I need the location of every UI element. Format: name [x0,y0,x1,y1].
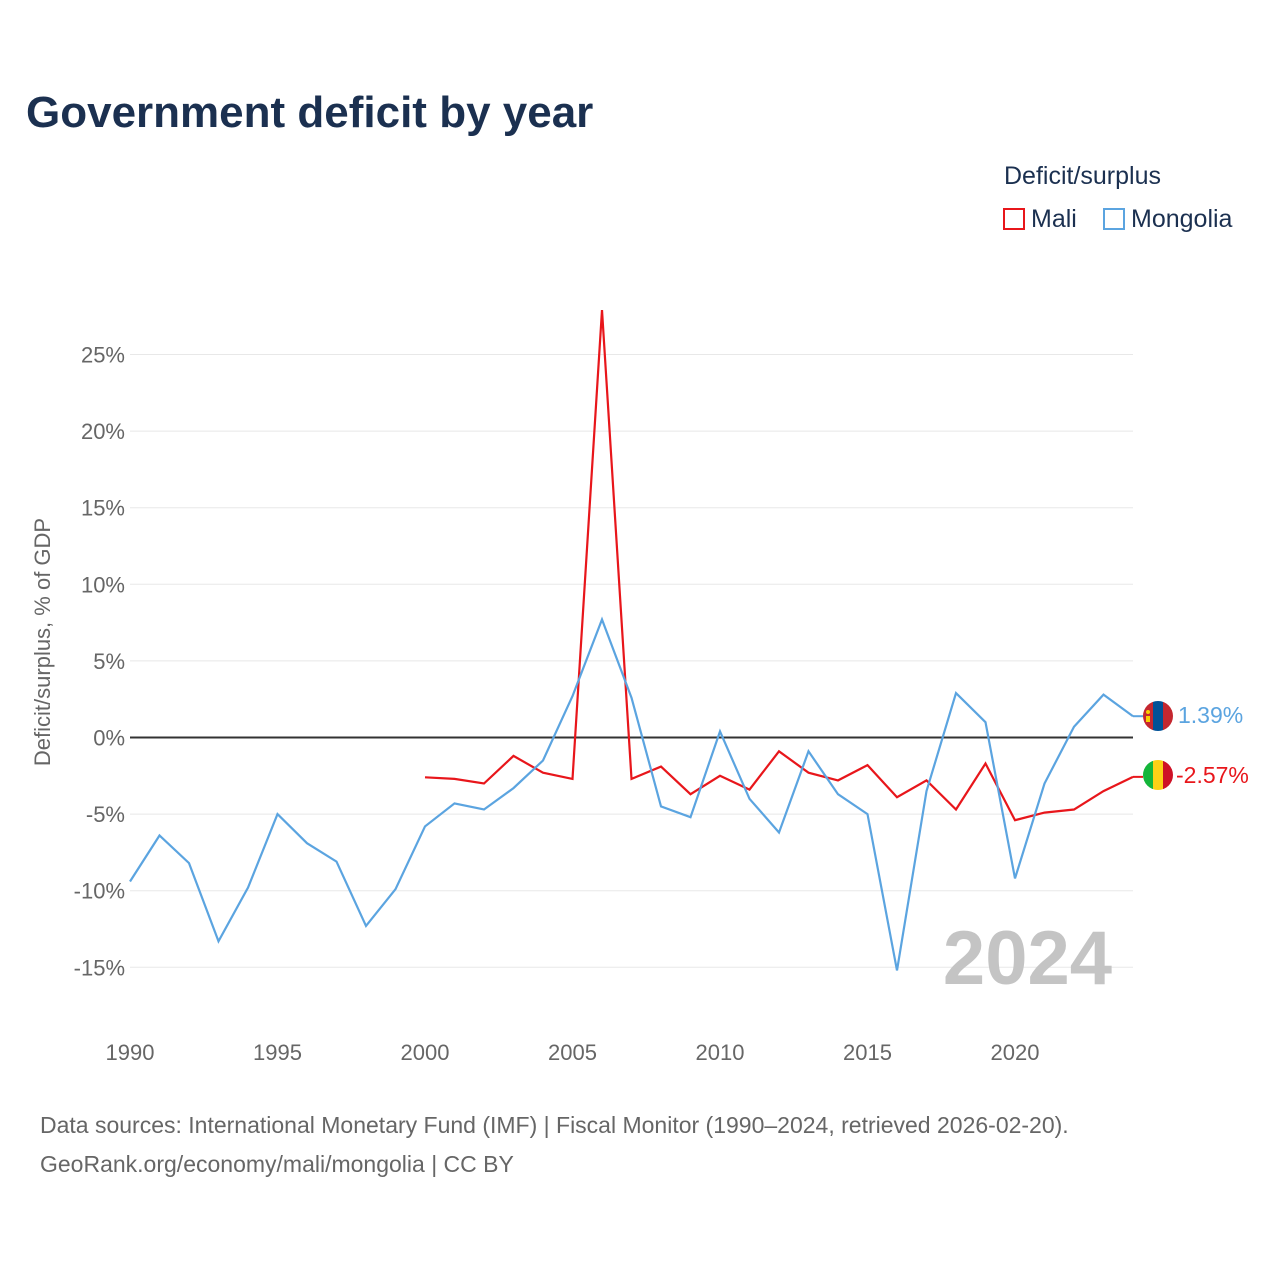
y-tick-label: 25% [81,343,125,368]
series-line-mali [424,310,1134,822]
legend-title: Deficit/surplus [1004,162,1161,190]
legend-swatch-mongolia [1103,208,1125,230]
y-tick-label: -10% [74,879,125,904]
x-tick-label: 2005 [548,1040,597,1065]
source-line-1: Data sources: International Monetary Fun… [40,1112,1069,1138]
x-tick-label: 2020 [991,1040,1040,1065]
line-chart: -15% -10% -5% 0% 5% 10% 15% 20% 25% 1990 1995 2000 2… [30,310,1249,1065]
legend-item-mongolia[interactable]: Mongolia [1103,204,1232,234]
y-tick-label: 0% [93,726,125,751]
y-tick-label: 5% [93,649,125,674]
end-label-mali: -2.57% [1176,762,1249,788]
legend-item-mali[interactable]: Mali [1003,204,1077,234]
x-tick-label: 1995 [253,1040,302,1065]
mongolia-flag-icon [1143,701,1173,731]
chart-title: Government deficit by year [26,88,594,137]
year-watermark: 2024 [943,916,1112,1001]
y-tick-label: 20% [81,419,125,444]
y-axis-label: Deficit/surplus, % of GDP [30,518,55,766]
x-tick-label: 2010 [696,1040,745,1065]
series-line-mongolia [129,616,1134,971]
legend-swatch-mali [1003,208,1025,230]
y-tick-label: 15% [81,496,125,521]
source-note: Data sources: International Monetary Fun… [40,1106,1069,1184]
y-tick-label: 10% [81,572,125,597]
x-tick-label: 1990 [106,1040,155,1065]
x-tick-label: 2015 [843,1040,892,1065]
end-label-mongolia: 1.39% [1178,702,1243,728]
y-tick-label: -5% [86,802,125,827]
mali-flag-icon [1143,760,1173,790]
source-line-2: GeoRank.org/economy/mali/mongolia | CC B… [40,1151,514,1177]
x-tick-label: 2000 [401,1040,450,1065]
legend-label-mali: Mali [1031,204,1077,233]
legend-label-mongolia: Mongolia [1131,204,1233,233]
y-tick-label: -15% [74,955,125,980]
